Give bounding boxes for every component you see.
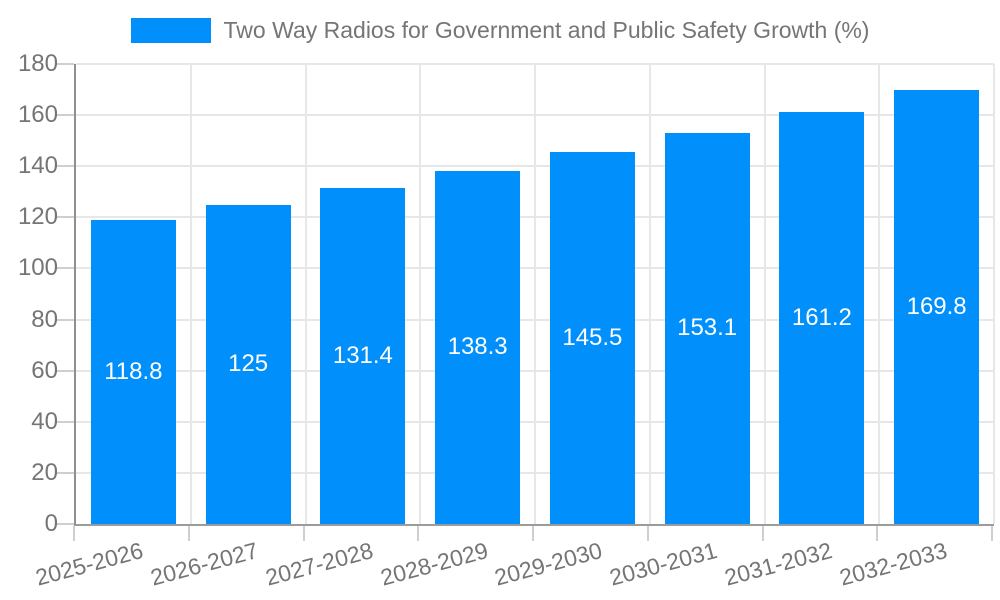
x-gridline	[419, 64, 422, 524]
x-category-label: 2028-2029	[377, 537, 491, 591]
y-axis-tick	[57, 471, 74, 474]
bar[interactable]: 131.4	[320, 188, 406, 524]
y-axis-tick	[57, 216, 74, 219]
x-category-label: 2026-2027	[147, 537, 261, 591]
x-category-label: 2030-2031	[606, 537, 720, 591]
y-tick-label: 80	[31, 305, 58, 333]
chart-legend: Two Way Radios for Government and Public…	[0, 17, 1000, 44]
bar-value-label: 153.1	[677, 314, 738, 342]
bar-value-label: 145.5	[562, 324, 623, 352]
bar[interactable]: 161.2	[779, 112, 865, 524]
y-axis-tick	[57, 369, 74, 372]
bar[interactable]: 145.5	[549, 152, 635, 524]
x-category-label: 2032-2033	[836, 537, 950, 591]
bar[interactable]: 125	[205, 204, 291, 524]
x-axis-tick	[302, 526, 305, 541]
x-axis-tick	[187, 526, 190, 541]
y-axis-tick	[57, 318, 74, 321]
plot-area: 118.8 125 131.4 138.3 145.5 153.1 161.2 169.8	[74, 63, 995, 526]
x-axis-tick	[73, 526, 75, 541]
legend-swatch-icon	[130, 18, 211, 43]
y-tick-label: 20	[31, 458, 58, 486]
bar-value-label: 131.4	[332, 342, 393, 370]
bar-value-label: 138.3	[447, 333, 508, 361]
x-gridline	[648, 64, 651, 524]
x-axis-tick	[417, 526, 420, 541]
y-tick-label: 160	[17, 101, 58, 129]
bar[interactable]: 138.3	[435, 170, 521, 524]
legend-item[interactable]: Two Way Radios for Government and Public…	[130, 17, 870, 44]
x-category-label: 2025-2026	[33, 537, 147, 591]
x-gridline	[189, 64, 192, 524]
y-axis-tick	[57, 420, 74, 423]
x-gridline	[878, 64, 881, 524]
bar-value-label: 125	[228, 350, 269, 378]
bar-value-label: 118.8	[104, 358, 163, 386]
x-category-label: 2031-2032	[721, 537, 835, 591]
y-axis-tick	[57, 523, 74, 525]
bar-value-label: 169.8	[906, 293, 967, 321]
x-category-label: 2027-2028	[262, 537, 376, 591]
y-tick-label: 120	[17, 203, 58, 231]
x-axis-tick	[876, 526, 879, 541]
y-axis-tick	[57, 114, 74, 117]
y-axis-tick	[57, 267, 74, 270]
x-category-label: 2029-2030	[492, 537, 606, 591]
legend-series-label: Two Way Radios for Government and Public…	[223, 17, 870, 43]
y-tick-label: 100	[17, 254, 58, 282]
x-axis-tick	[991, 526, 993, 541]
x-axis-tick	[646, 526, 649, 541]
bar[interactable]: 118.8	[90, 220, 176, 524]
bar[interactable]: 153.1	[664, 132, 750, 524]
y-tick-label: 60	[31, 356, 58, 384]
y-tick-label: 0	[44, 510, 58, 537]
y-tick-label: 40	[31, 407, 58, 435]
y-axis-tick	[57, 165, 74, 168]
x-gridline	[304, 64, 307, 524]
x-gridline	[534, 64, 536, 524]
y-axis-tick	[57, 63, 74, 65]
x-gridline	[763, 64, 766, 524]
y-tick-label: 180	[17, 50, 58, 77]
x-axis-tick	[761, 526, 764, 541]
x-gridline	[993, 64, 995, 524]
x-axis-tick	[532, 526, 534, 541]
bar-value-label: 161.2	[791, 304, 852, 332]
y-tick-label: 140	[17, 152, 58, 180]
bar[interactable]: 169.8	[894, 90, 980, 524]
